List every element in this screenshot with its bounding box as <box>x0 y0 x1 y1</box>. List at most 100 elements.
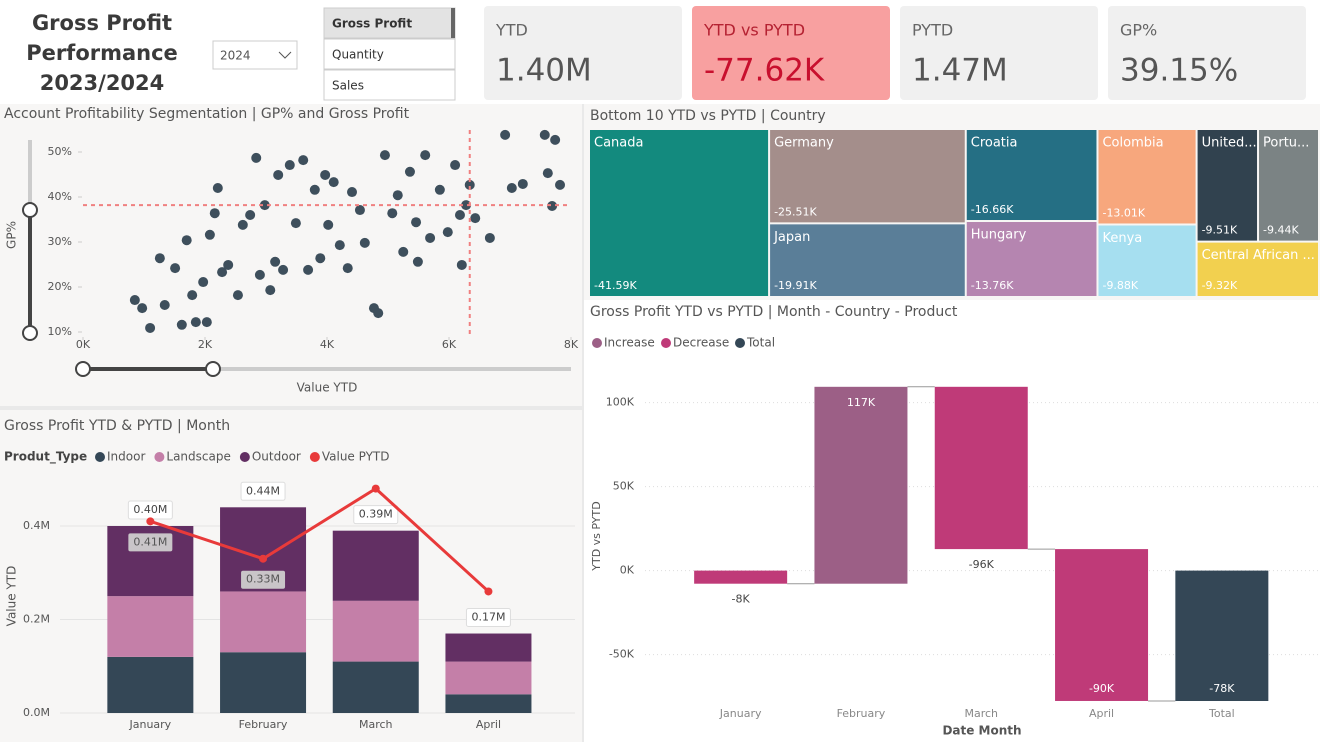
scatter-point[interactable] <box>284 160 295 171</box>
bar-segment[interactable] <box>445 661 532 695</box>
scatter-point[interactable] <box>323 219 334 230</box>
scatter-point[interactable] <box>454 210 465 220</box>
scatter-point[interactable] <box>470 213 481 224</box>
legend-marker[interactable] <box>309 452 320 462</box>
scatter-point[interactable] <box>425 232 436 243</box>
bar-segment[interactable] <box>445 633 532 662</box>
scatter-point[interactable] <box>412 256 423 267</box>
scatter-point[interactable] <box>539 129 550 140</box>
bar-segment[interactable] <box>220 591 307 653</box>
scatter-point[interactable] <box>379 150 390 161</box>
waterfall-bar[interactable] <box>814 386 908 584</box>
scatter-point[interactable] <box>181 235 192 246</box>
scatter-point[interactable] <box>232 290 243 301</box>
dropdown-arrow[interactable] <box>278 51 292 59</box>
scatter-point[interactable] <box>517 178 528 189</box>
scatter-point[interactable] <box>187 290 198 301</box>
scatter-point[interactable] <box>176 319 187 330</box>
waterfall-bar[interactable] <box>934 386 1028 550</box>
scatter-point[interactable] <box>209 208 220 219</box>
scatter-point[interactable] <box>547 201 558 211</box>
legend-label[interactable]: Increase <box>604 336 655 350</box>
slicer-option[interactable]: Quantity <box>332 48 384 62</box>
treemap-tile[interactable] <box>770 130 965 223</box>
bar-segment[interactable] <box>220 652 307 713</box>
scatter-point[interactable] <box>342 263 353 274</box>
scatter-point[interactable] <box>347 187 358 198</box>
scatter-point[interactable] <box>137 303 148 314</box>
pytd-point[interactable] <box>371 484 380 493</box>
slicer-option[interactable]: Gross Profit <box>332 17 412 31</box>
scatter-point[interactable] <box>204 229 215 240</box>
scatter-point[interactable] <box>154 253 165 264</box>
slider-handle[interactable] <box>22 202 38 218</box>
scatter-point[interactable] <box>398 246 409 257</box>
waterfall-bar[interactable] <box>694 570 788 584</box>
treemap-tile[interactable] <box>1098 225 1196 296</box>
scatter-point[interactable] <box>315 253 326 264</box>
scatter-point[interactable] <box>456 259 467 270</box>
treemap-tile[interactable] <box>966 130 1097 221</box>
scatter-point[interactable] <box>170 263 181 274</box>
scatter-point[interactable] <box>129 295 140 306</box>
scatter-point[interactable] <box>484 232 495 243</box>
scatter-point[interactable] <box>159 300 170 310</box>
legend-label[interactable]: Decrease <box>673 336 729 350</box>
slider-handle[interactable] <box>75 361 91 377</box>
scatter-point[interactable] <box>237 219 248 230</box>
pytd-point[interactable] <box>259 554 268 563</box>
slicer-button[interactable] <box>323 7 456 39</box>
slicer-button-accent[interactable] <box>451 8 455 38</box>
treemap-tile[interactable] <box>1197 130 1258 241</box>
legend-marker[interactable] <box>661 338 671 348</box>
scatter-point[interactable] <box>555 179 566 190</box>
scatter-point[interactable] <box>542 168 553 179</box>
year-dropdown[interactable]: 2024 <box>212 40 298 70</box>
legend-label[interactable]: Outdoor <box>252 450 301 464</box>
pytd-point[interactable] <box>146 517 155 526</box>
slicer-button[interactable] <box>323 69 456 101</box>
scatter-point[interactable] <box>354 205 365 216</box>
slicer-option[interactable]: Sales <box>332 79 364 93</box>
legend-marker[interactable] <box>592 338 602 348</box>
waterfall-bar[interactable] <box>1175 570 1269 702</box>
scatter-point[interactable] <box>434 184 445 195</box>
dropdown-box[interactable] <box>212 40 298 70</box>
scatter-point[interactable] <box>411 217 422 228</box>
scatter-point[interactable] <box>254 269 265 280</box>
scatter-point[interactable] <box>190 317 201 328</box>
slider-handle[interactable] <box>205 361 221 377</box>
scatter-point[interactable] <box>278 264 289 275</box>
scatter-point[interactable] <box>290 218 301 229</box>
scatter-point[interactable] <box>223 259 234 270</box>
scatter-point[interactable] <box>273 169 284 180</box>
treemap-tile[interactable] <box>966 222 1097 296</box>
legend-marker[interactable] <box>735 338 745 348</box>
bar-segment[interactable] <box>107 656 194 713</box>
scatter-point[interactable] <box>359 237 370 248</box>
legend-marker[interactable] <box>95 452 105 462</box>
scatter-point[interactable] <box>201 317 212 328</box>
slicer-button[interactable] <box>323 38 456 70</box>
scatter-point[interactable] <box>245 210 256 220</box>
bar-segment[interactable] <box>332 600 419 662</box>
bar-segment[interactable] <box>332 530 419 601</box>
waterfall-bar[interactable] <box>1055 549 1149 701</box>
scatter-point[interactable] <box>404 166 415 177</box>
scatter-point[interactable] <box>420 150 431 161</box>
legend-label[interactable]: Total <box>746 336 775 350</box>
legend-label[interactable]: Indoor <box>107 450 145 464</box>
scatter-point[interactable] <box>212 183 223 193</box>
scatter-point[interactable] <box>334 240 345 251</box>
scatter-point[interactable] <box>387 208 398 219</box>
scatter-point[interactable] <box>450 160 461 171</box>
scatter-point[interactable] <box>500 129 511 140</box>
scatter-point[interactable] <box>461 200 472 211</box>
treemap-tile[interactable] <box>1197 242 1318 296</box>
scatter-point[interactable] <box>265 285 276 296</box>
scatter-point[interactable] <box>145 322 156 333</box>
scatter-point[interactable] <box>328 177 339 188</box>
legend-label[interactable]: Value PYTD <box>322 450 390 464</box>
scatter-point[interactable] <box>270 256 281 267</box>
treemap-tile[interactable] <box>1098 130 1196 224</box>
